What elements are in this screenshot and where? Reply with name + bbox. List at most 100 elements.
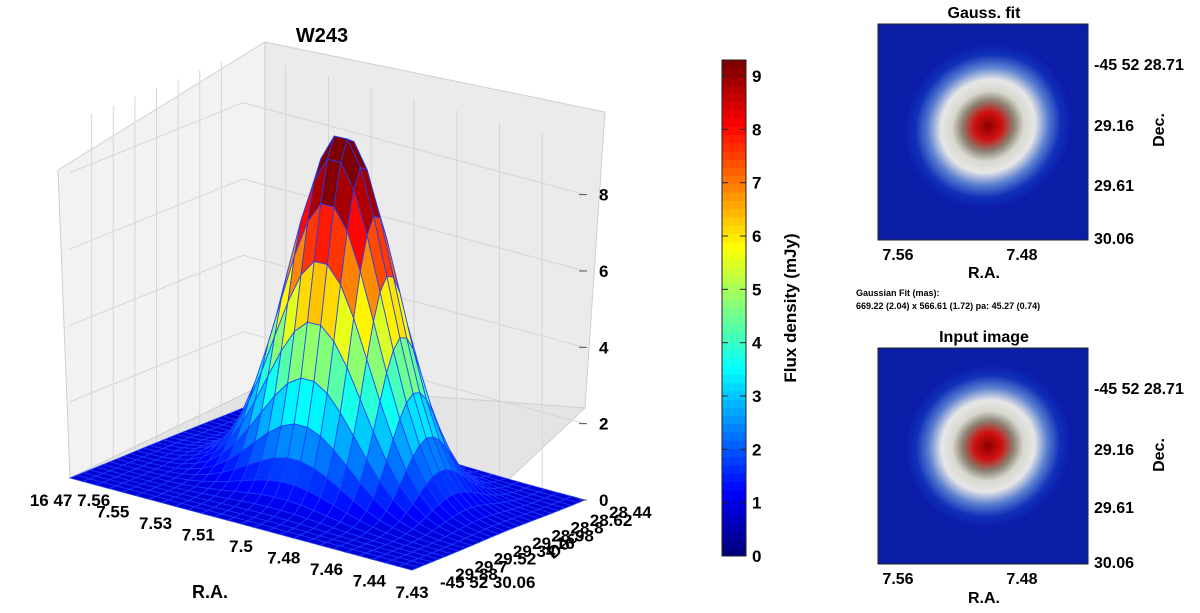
- input-dec-tick-2: 29.16: [1094, 442, 1134, 459]
- ra-axis-label: R.A.: [192, 582, 228, 602]
- dec-tick-label: 28.8: [571, 519, 604, 538]
- input-dec-tick-1: -45 52 28.71: [1094, 381, 1184, 398]
- colorbar-band: [722, 109, 746, 119]
- colorbar-bands: [721, 59, 747, 557]
- z-tick-label: 0: [599, 491, 608, 510]
- colorbar-band: [722, 76, 746, 86]
- colorbar-band: [722, 233, 746, 243]
- gauss-ra-label: R.A.: [968, 265, 1000, 282]
- dec-tick-label: 28.98: [551, 526, 594, 545]
- colorbar-band: [722, 341, 746, 350]
- gauss-dec-tick-4: 30.06: [1094, 231, 1134, 248]
- input-image-title: Input image: [939, 329, 1029, 346]
- input-ra-tick-1: 7.56: [882, 571, 913, 588]
- gauss-fit-blob: [902, 41, 1074, 211]
- colorbar-band: [722, 374, 746, 383]
- ra-tick-label: 7.51: [182, 526, 215, 545]
- colorbar-band: [722, 101, 746, 111]
- fit-params-line2: 669.22 (2.04) x 566.61 (1.72) pa: 45.27 …: [856, 301, 1040, 311]
- colorbar-band: [722, 432, 746, 441]
- colorbar-band: [722, 308, 746, 317]
- dec-tick-label: 29.16: [532, 534, 575, 553]
- ra-axis-ticks: 16 47 7.567.55 7.53 7.51 7.5 7.48 7.46 7.44 7.4…: [30, 491, 429, 602]
- colorbar-tick-label: 8: [752, 120, 761, 139]
- dec-tick-label: 29.88: [455, 565, 498, 584]
- colorbar-tick-label: 3: [752, 387, 761, 406]
- ra-tick-label: 16 47 7.56: [30, 491, 110, 510]
- colorbar-band: [722, 382, 746, 392]
- colorbar-band: [722, 489, 746, 499]
- surface-mesh: [68, 135, 587, 571]
- colorbar-band: [722, 60, 746, 69]
- colorbar-band: [722, 184, 746, 193]
- colorbar-band: [722, 283, 746, 292]
- colorbar-band: [722, 324, 746, 334]
- colorbar-band: [722, 142, 746, 152]
- colorbar-band: [722, 415, 746, 425]
- colorbar-band: [722, 514, 746, 524]
- dec-axis-ticks: 28.4428.6228.828.9829.1629.3429.5229.729…: [440, 503, 652, 592]
- dec-tick-label: -45 52 30.06: [440, 573, 535, 592]
- surface-title: W243: [296, 25, 348, 47]
- input-dec-tick-4: 30.06: [1094, 555, 1134, 572]
- colorbar-band: [722, 299, 746, 309]
- surface-facet: [397, 563, 421, 571]
- colorbar-ticks: 0 1 2 3 4 5 6 7 8 9: [722, 67, 762, 566]
- colorbar-band: [722, 250, 746, 259]
- colorbar-band: [722, 274, 746, 284]
- z-tick-label: 4: [599, 338, 609, 357]
- gauss-dec-tick-1: -45 52 28.71: [1094, 57, 1184, 74]
- gauss-fit-title: Gauss. fit: [948, 5, 1022, 22]
- colorbar-band: [722, 175, 746, 185]
- ra-tick-label: 7.46: [310, 560, 343, 579]
- colorbar-band: [722, 258, 746, 268]
- z-tick-label: 2: [599, 415, 608, 434]
- ra-tick-label: 7.55: [96, 503, 129, 522]
- gauss-ra-tick-1: 7.56: [882, 247, 913, 264]
- colorbar-tick-label: 2: [752, 440, 761, 459]
- colorbar-band: [722, 539, 746, 549]
- dec-tick-label: 29.7: [474, 557, 507, 576]
- gauss-dec-label: Dec.: [1151, 113, 1168, 147]
- ra-tick-label: 7.48: [267, 549, 300, 568]
- colorbar-tick-label: 4: [752, 334, 762, 353]
- gauss-fit-panel: Gauss. fit 7.56 7.48 R.A. -45 52 28.71 2…: [877, 5, 1184, 282]
- colorbar-label: Flux density (mJy): [781, 233, 800, 382]
- z-tick-label: 6: [599, 262, 608, 281]
- colorbar-band: [722, 498, 746, 507]
- colorbar: 0 1 2 3 4 5 6 7 8 9 Flux density (mJy): [721, 59, 800, 566]
- colorbar-band: [722, 547, 746, 557]
- colorbar-band: [722, 150, 746, 160]
- ra-tick-label: 7.44: [353, 572, 387, 591]
- colorbar-band: [722, 365, 746, 375]
- dec-tick-label: 28.44: [609, 503, 652, 522]
- surface-plot: W243 0 2 4 6 8 16 47 7.567.55 7.53 7.51 7.5 7.48…: [30, 25, 652, 602]
- colorbar-band: [722, 134, 746, 144]
- input-image-blob: [903, 362, 1073, 530]
- z-tick-label: 8: [599, 186, 608, 205]
- colorbar-band: [722, 481, 746, 491]
- ra-tick-label: 7.5: [229, 537, 253, 556]
- colorbar-band: [722, 522, 746, 532]
- colorbar-band: [722, 200, 746, 210]
- gauss-dec-tick-3: 29.61: [1094, 178, 1134, 195]
- dec-tick-label: 29.52: [494, 550, 537, 569]
- colorbar-band: [722, 208, 746, 218]
- colorbar-tick-label: 6: [752, 227, 761, 246]
- colorbar-band: [722, 291, 746, 301]
- dec-tick-label: 29.34: [513, 542, 556, 561]
- colorbar-band: [722, 390, 746, 400]
- colorbar-band: [722, 217, 746, 226]
- ra-tick-label: 7.43: [395, 583, 428, 602]
- colorbar-band: [722, 167, 746, 177]
- colorbar-tick-label: 0: [752, 547, 761, 566]
- colorbar-band: [722, 423, 746, 433]
- gauss-ra-tick-2: 7.48: [1006, 247, 1037, 264]
- colorbar-band: [722, 225, 746, 235]
- input-dec-label: Dec.: [1151, 438, 1168, 472]
- colorbar-band: [722, 465, 746, 474]
- colorbar-band: [722, 332, 746, 342]
- colorbar-band: [722, 456, 746, 466]
- colorbar-band: [722, 349, 746, 359]
